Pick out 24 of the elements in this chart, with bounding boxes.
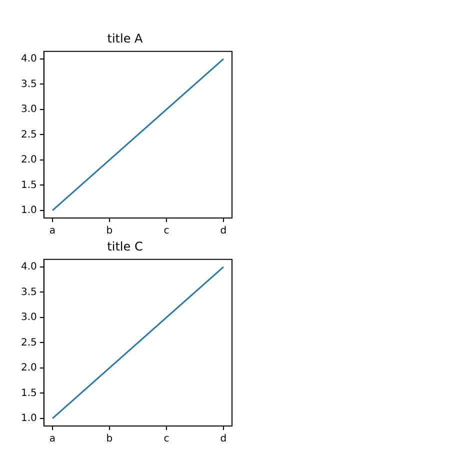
- x-tick-label: b: [106, 226, 113, 237]
- y-tick-label: 3.0: [20, 104, 37, 116]
- y-tick-label: 4.0: [20, 262, 37, 273]
- y-tick-label: 1.0: [20, 413, 37, 424]
- y-tick-label: 1.5: [20, 180, 37, 191]
- x-tick-label: c: [164, 226, 170, 237]
- y-tick-label: 2.0: [20, 362, 37, 374]
- x-tick-label: b: [106, 434, 113, 445]
- chart-title: title A: [107, 31, 144, 46]
- y-tick-label: 2.5: [20, 129, 37, 140]
- x-tick-label: a: [49, 226, 56, 237]
- x-tick-label: c: [164, 434, 170, 445]
- y-tick-label: 3.5: [20, 286, 37, 298]
- y-tick-label: 4.0: [20, 54, 37, 65]
- x-tick-label: d: [220, 434, 227, 445]
- y-tick-label: 1.5: [20, 388, 37, 399]
- y-tick-label: 3.0: [20, 312, 37, 324]
- x-tick-label: a: [49, 434, 56, 445]
- x-tick-label: d: [220, 226, 227, 237]
- y-tick-label: 3.5: [20, 78, 37, 90]
- y-tick-label: 2.5: [20, 337, 37, 348]
- y-tick-label: 1.0: [20, 205, 37, 216]
- chart-title: title C: [107, 239, 143, 254]
- y-tick-label: 2.0: [20, 154, 37, 166]
